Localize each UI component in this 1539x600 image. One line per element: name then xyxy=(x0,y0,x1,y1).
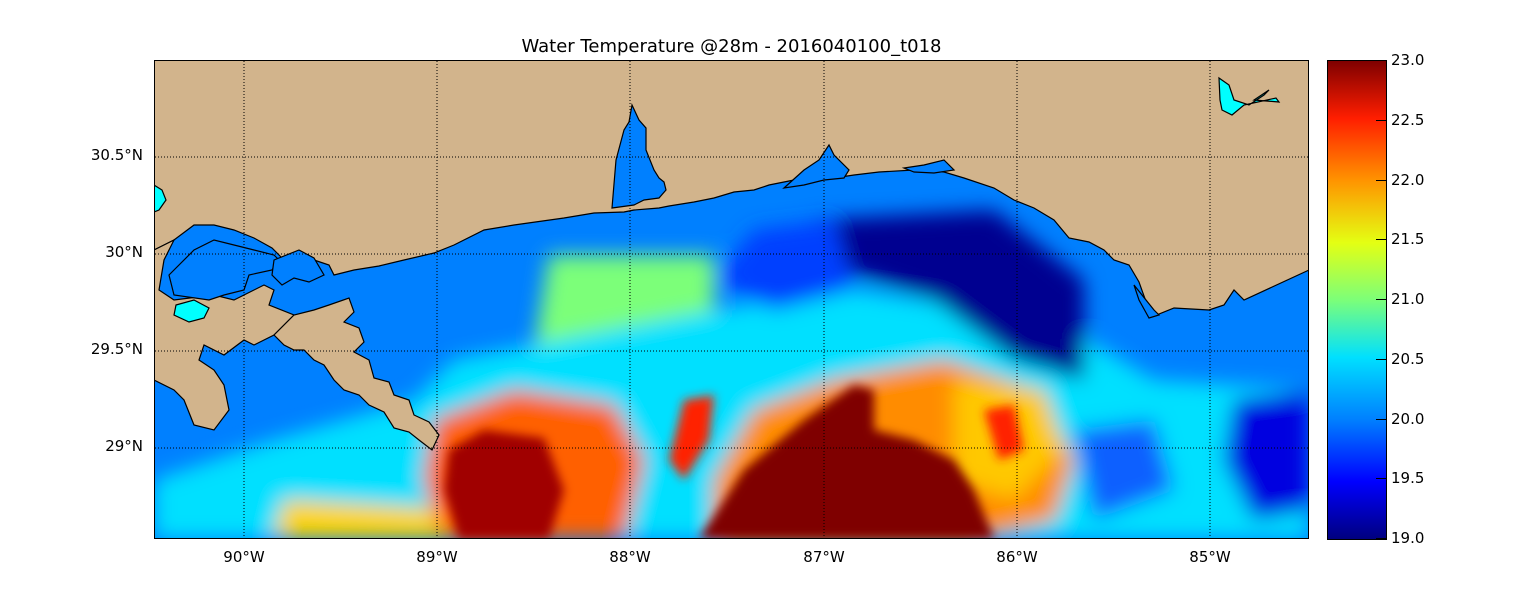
lon-label-87w: 87°W xyxy=(803,548,845,566)
west-eddy-core xyxy=(444,430,564,539)
colorbar-tick xyxy=(1376,299,1386,300)
map-title: Water Temperature @28m - 2016040100_t018 xyxy=(521,36,942,57)
west-lake xyxy=(173,299,210,323)
lat-label-30: 30°N xyxy=(105,243,143,261)
lon-label-86w: 86°W xyxy=(996,548,1038,566)
lon-label-90w: 90°W xyxy=(223,548,265,566)
east-mid-blue xyxy=(1074,420,1174,520)
colorbar-tick-label: 20.5 xyxy=(1391,349,1425,368)
colorbar-tick-label: 21.5 xyxy=(1391,230,1425,249)
lon-label-88w: 88°W xyxy=(609,548,651,566)
mid-filament xyxy=(669,395,714,480)
colorbar-tick xyxy=(1376,538,1386,539)
lat-label-29: 29°N xyxy=(105,437,143,455)
lat-label-30-5: 30.5°N xyxy=(90,146,143,164)
delta-land xyxy=(154,238,296,431)
colorbar-tick-label: 21.0 xyxy=(1391,290,1425,308)
colorbar-tick xyxy=(1376,358,1386,360)
colorbar-tick xyxy=(1376,119,1386,121)
colorbar xyxy=(1327,60,1387,540)
colorbar-tick xyxy=(1376,60,1386,61)
colorbar-tick-label: 19.0 xyxy=(1391,529,1425,547)
east-spit xyxy=(1133,284,1161,319)
lat-label-29-5: 29.5°N xyxy=(90,340,143,358)
east-red-patch xyxy=(984,405,1024,460)
choctaw-bay xyxy=(901,159,956,174)
delta-fingers xyxy=(273,297,440,451)
east-cold xyxy=(1224,390,1309,520)
colorbar-tick xyxy=(1376,239,1386,241)
colorbar-tick xyxy=(1376,179,1386,181)
colorbar-tick-label: 20.0 xyxy=(1391,409,1425,428)
cold-ring xyxy=(714,220,854,310)
map-panel[interactable] xyxy=(154,60,1309,539)
loop-current-core xyxy=(699,385,994,539)
colorbar-tick xyxy=(1376,418,1386,420)
colorbar-tick-label: 22.0 xyxy=(1391,170,1425,189)
colorbar-tick-label: 19.5 xyxy=(1391,469,1425,488)
temperature-map-svg xyxy=(154,60,1309,539)
corner-lake xyxy=(154,184,167,213)
colorbar-tick-label: 22.5 xyxy=(1391,110,1425,129)
lake-borgne xyxy=(271,249,325,286)
lon-label-85w: 85°W xyxy=(1189,548,1231,566)
ne-lake xyxy=(1218,76,1281,116)
colorbar-tick-label: 23.0 xyxy=(1391,51,1425,69)
colorbar-tick xyxy=(1376,478,1386,480)
pensacola-bay xyxy=(782,143,850,189)
lon-label-89w: 89°W xyxy=(416,548,458,566)
warm-cores xyxy=(444,385,1024,539)
